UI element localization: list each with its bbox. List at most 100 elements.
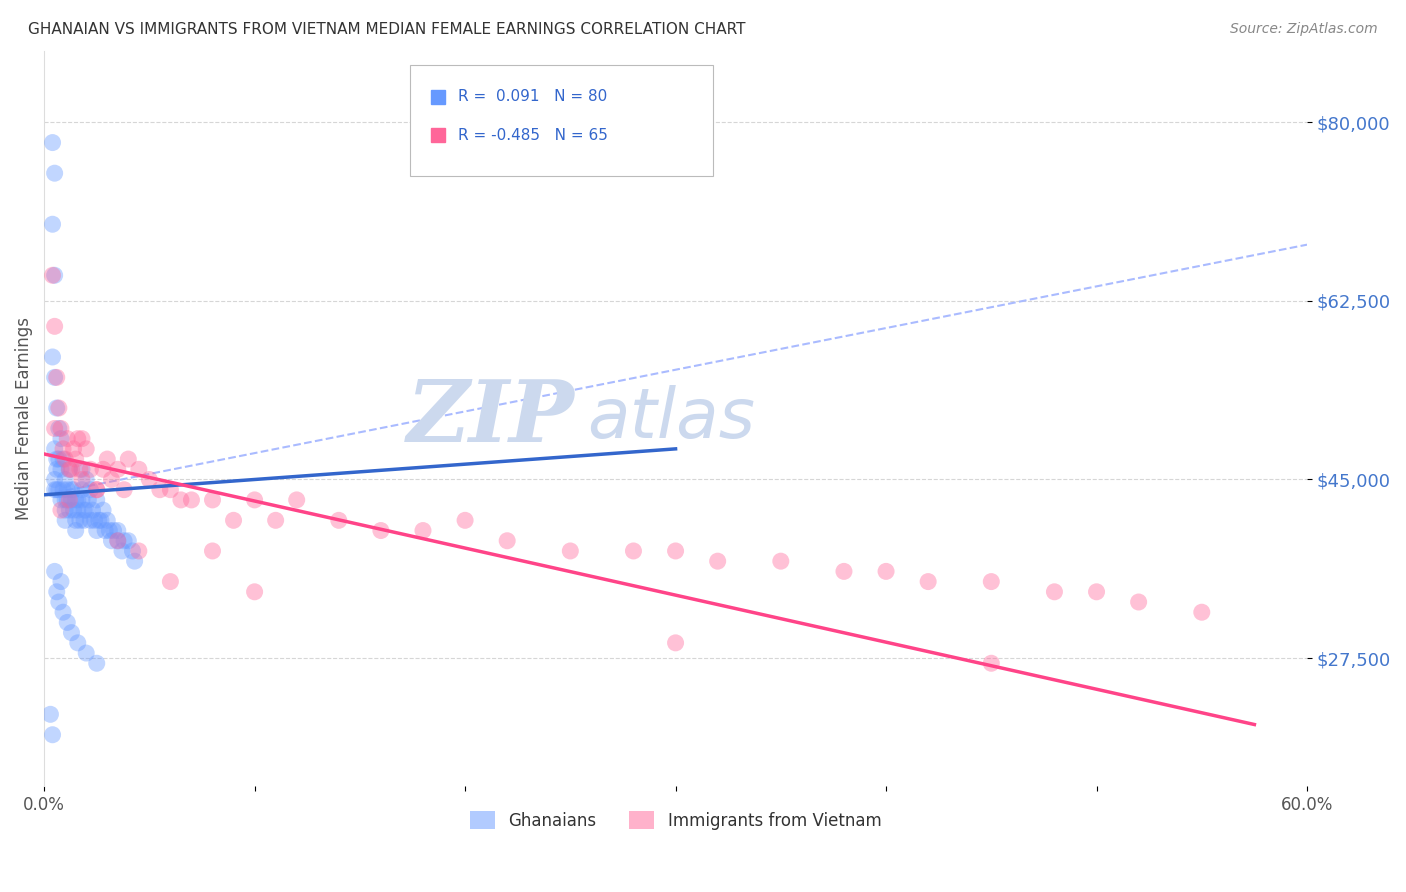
Point [370,524,392,538]
Point [454,513,477,527]
Point [60,625,83,640]
Point [62,442,84,456]
Point [496,533,519,548]
Point [412,524,434,538]
Point [52,442,75,456]
Point [1128,595,1150,609]
Point [49,492,72,507]
Point [82,503,104,517]
Point [56,432,79,446]
Point [264,513,287,527]
Point [65,452,87,467]
Point [159,483,181,497]
Point [41,268,63,283]
Point [44,319,66,334]
Point [69,462,91,476]
Point [664,544,686,558]
Point [48,452,70,467]
Point [41,728,63,742]
Point [86,483,108,497]
Point [201,544,224,558]
Point [52,452,75,467]
Point [159,574,181,589]
Point [75,503,97,517]
Point [79,513,101,527]
Point [73,513,96,527]
Point [53,503,76,517]
Point [138,473,160,487]
Text: ZIP: ZIP [406,376,575,460]
Point [49,432,72,446]
Point [49,462,72,476]
Point [96,452,118,467]
Point [48,595,70,609]
Point [73,503,96,517]
Point [66,492,89,507]
Point [117,452,139,467]
Point [44,421,66,435]
Point [66,503,89,517]
Point [49,574,72,589]
Point [103,524,125,538]
Point [48,483,70,497]
Point [45,584,67,599]
Point [45,401,67,415]
Point [560,544,582,558]
Point [664,636,686,650]
Point [180,492,202,507]
Point [65,513,87,527]
Point [86,657,108,671]
Point [75,442,97,456]
Point [980,574,1002,589]
Point [41,136,63,150]
Point [1085,584,1108,599]
Point [201,492,224,507]
Point [45,370,67,384]
Point [48,401,70,415]
Point [107,524,129,538]
Point [769,554,792,568]
Point [222,513,245,527]
Text: R = -0.485   N = 65: R = -0.485 N = 65 [458,128,609,143]
Legend: Ghanaians, Immigrants from Vietnam: Ghanaians, Immigrants from Vietnam [463,805,889,837]
Text: Source: ZipAtlas.com: Source: ZipAtlas.com [1230,22,1378,37]
Point [44,483,66,497]
Point [86,524,108,538]
Text: atlas: atlas [588,384,755,451]
Point [53,492,76,507]
Point [112,483,135,497]
Point [1043,584,1066,599]
Point [58,462,80,476]
Point [41,217,63,231]
Point [60,462,83,476]
Point [91,462,114,476]
Point [98,524,121,538]
Point [832,565,855,579]
Point [44,166,66,180]
Point [44,442,66,456]
Point [62,503,84,517]
Point [706,554,728,568]
Point [70,492,93,507]
Point [149,483,172,497]
Point [41,350,63,364]
Point [53,452,76,467]
Point [70,432,93,446]
Point [56,483,79,497]
Point [56,492,79,507]
Point [75,473,97,487]
Point [77,492,100,507]
Point [243,584,266,599]
Point [56,615,79,630]
Point [65,492,87,507]
Point [121,544,143,558]
Point [328,513,350,527]
Point [90,513,112,527]
Point [39,707,62,722]
Point [94,524,117,538]
Point [66,432,89,446]
Point [62,483,84,497]
Point [53,513,76,527]
Point [170,492,193,507]
Text: R =  0.091   N = 80: R = 0.091 N = 80 [458,89,607,104]
